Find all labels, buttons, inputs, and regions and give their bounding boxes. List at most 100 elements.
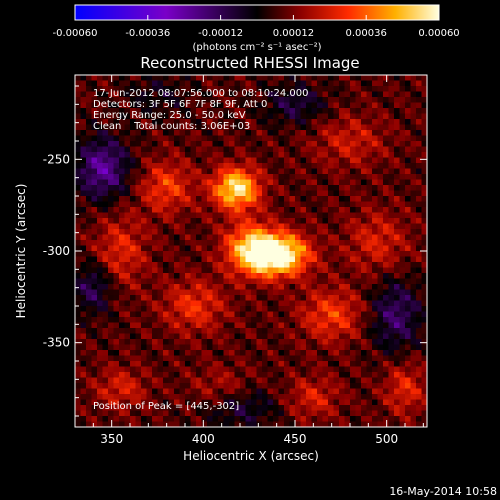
heatmap-cell: [86, 223, 92, 230]
heatmap-cell: [234, 86, 241, 92]
heatmap-cell: [75, 245, 81, 252]
heatmap-cell: [97, 245, 103, 252]
heatmap-cell: [119, 218, 125, 224]
colorbar-tick-label: 0.00036: [346, 28, 387, 39]
heatmap-cell: [306, 207, 312, 213]
heatmap-cell: [383, 267, 389, 274]
heatmap-cell: [245, 190, 252, 197]
heatmap-cell: [251, 146, 257, 153]
heatmap-cell: [102, 102, 109, 109]
heatmap-cell: [311, 399, 318, 406]
heatmap-cell: [416, 256, 422, 263]
heatmap-cell: [311, 201, 318, 208]
heatmap-cell: [108, 135, 114, 142]
heatmap-cell: [152, 273, 158, 279]
heatmap-cell: [383, 256, 389, 263]
heatmap-cell: [196, 223, 202, 230]
heatmap-cell: [97, 333, 103, 340]
heatmap-cell: [284, 240, 290, 246]
heatmap-cell: [333, 113, 340, 120]
heatmap-cell: [366, 185, 373, 191]
heatmap-cell: [185, 421, 191, 428]
heatmap-cell: [394, 218, 400, 224]
heatmap-cell: [306, 218, 312, 224]
heatmap-cell: [317, 201, 323, 208]
heatmap-cell: [394, 350, 400, 356]
heatmap-cell: [317, 135, 323, 142]
heatmap-cell: [234, 212, 241, 219]
heatmap-cell: [405, 245, 411, 252]
heatmap-cell: [157, 383, 164, 389]
heatmap-cell: [141, 201, 147, 208]
heatmap-cell: [119, 366, 125, 373]
heatmap-cell: [383, 339, 389, 345]
heatmap-cell: [372, 80, 378, 87]
heatmap-cell: [234, 179, 241, 186]
heatmap-cell: [251, 141, 257, 147]
heatmap-cell: [278, 328, 285, 334]
heatmap-cell: [190, 421, 197, 428]
heatmap-cell: [289, 152, 296, 158]
heatmap-cell: [295, 339, 301, 345]
heatmap-cell: [97, 179, 103, 186]
heatmap-cell: [102, 157, 109, 164]
heatmap-cell: [289, 284, 296, 290]
heatmap-cell: [388, 256, 395, 263]
heatmap-cell: [256, 168, 263, 175]
heatmap-cell: [256, 333, 263, 340]
heatmap-cell: [80, 289, 87, 296]
heatmap-cell: [185, 141, 191, 147]
heatmap-cell: [190, 113, 197, 120]
heatmap-cell: [207, 311, 213, 318]
heatmap-cell: [251, 113, 257, 120]
heatmap-cell: [229, 91, 235, 98]
heatmap-cell: [328, 218, 334, 224]
heatmap-cell: [91, 201, 98, 208]
heatmap-cell: [91, 388, 98, 395]
heatmap-cell: [311, 333, 318, 340]
heatmap-cell: [361, 251, 367, 257]
heatmap-cell: [273, 91, 279, 98]
heatmap-cell: [251, 372, 257, 378]
heatmap-cell: [146, 75, 153, 81]
heatmap-cell: [394, 86, 400, 92]
heatmap-cell: [185, 410, 191, 417]
heatmap-cell: [377, 91, 384, 98]
heatmap-cell: [168, 223, 175, 230]
heatmap-cell: [234, 91, 241, 98]
heatmap-cell: [229, 174, 235, 180]
heatmap-cell: [405, 130, 411, 136]
heatmap-cell: [416, 207, 422, 213]
heatmap-cell: [405, 311, 411, 318]
heatmap-cell: [405, 141, 411, 147]
heatmap-cell: [366, 311, 373, 318]
heatmap-cell: [157, 388, 164, 395]
heatmap-cell: [190, 361, 197, 367]
heatmap-cell: [289, 97, 296, 103]
heatmap-cell: [278, 333, 285, 340]
heatmap-cell: [201, 113, 208, 120]
heatmap-cell: [306, 234, 312, 241]
heatmap-cell: [157, 130, 164, 136]
heatmap-cell: [410, 130, 417, 136]
heatmap-cell: [322, 405, 329, 411]
heatmap-cell: [306, 311, 312, 318]
heatmap-cell: [388, 113, 395, 120]
heatmap-cell: [102, 141, 109, 147]
heatmap-cell: [113, 278, 120, 285]
heatmap-cell: [394, 361, 400, 367]
heatmap-cell: [355, 333, 362, 340]
heatmap-cell: [300, 399, 307, 406]
heatmap-cell: [245, 267, 252, 274]
heatmap-cell: [157, 300, 164, 307]
heatmap-cell: [75, 416, 81, 422]
heatmap-cell: [317, 333, 323, 340]
heatmap-cell: [383, 377, 389, 384]
heatmap-cell: [366, 218, 373, 224]
heatmap-cell: [174, 163, 180, 169]
heatmap-cell: [108, 245, 114, 252]
heatmap-cell: [394, 388, 400, 395]
heatmap-cell: [278, 152, 285, 158]
heatmap-cell: [339, 212, 345, 219]
heatmap-cell: [108, 80, 114, 87]
